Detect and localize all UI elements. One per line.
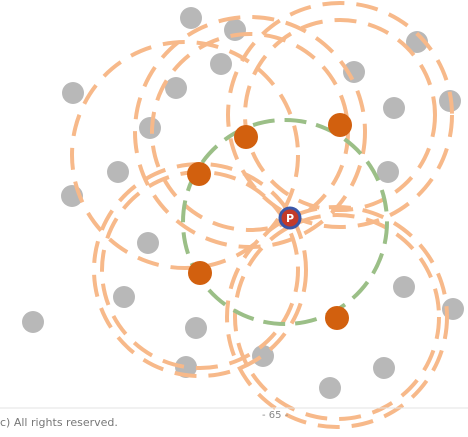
gray-nodes xyxy=(22,7,464,399)
orange-node xyxy=(325,306,349,330)
gray-node xyxy=(22,311,44,333)
orange-dashed-circle xyxy=(70,40,300,270)
gray-node xyxy=(383,97,405,119)
orange-node xyxy=(187,162,211,186)
gray-node xyxy=(185,317,207,339)
gray-node xyxy=(62,82,84,104)
green-dashed-circle xyxy=(181,118,389,326)
gray-node xyxy=(113,286,135,308)
gray-node xyxy=(377,161,399,183)
center-node-label: P xyxy=(286,212,294,225)
orange-dashed-circle xyxy=(133,15,367,249)
green-dashed-circle-layer xyxy=(181,118,389,326)
gray-node xyxy=(137,232,159,254)
gray-node xyxy=(210,53,232,75)
gray-node xyxy=(107,161,129,183)
footer-page-number: - 65 - xyxy=(262,410,289,421)
footer-copyright: c) All rights reserved. xyxy=(0,416,118,429)
gray-node xyxy=(165,77,187,99)
gray-node xyxy=(252,345,274,367)
orange-dashed-circle xyxy=(92,162,308,378)
center-node-p: P xyxy=(278,206,302,230)
orange-node xyxy=(234,125,258,149)
center-node-dot xyxy=(278,206,302,230)
gray-node xyxy=(319,377,341,399)
orange-node xyxy=(188,261,212,285)
orange-dashed-circle xyxy=(233,213,441,421)
gray-node xyxy=(139,117,161,139)
gray-node xyxy=(393,276,415,298)
gray-node xyxy=(224,19,246,41)
orange-dashed-circle xyxy=(226,1,454,229)
orange-nodes xyxy=(187,113,352,330)
orange-node xyxy=(328,113,352,137)
gray-node xyxy=(373,357,395,379)
gray-node xyxy=(180,7,202,29)
orange-dashed-circle xyxy=(243,18,437,212)
gray-node xyxy=(343,61,365,83)
